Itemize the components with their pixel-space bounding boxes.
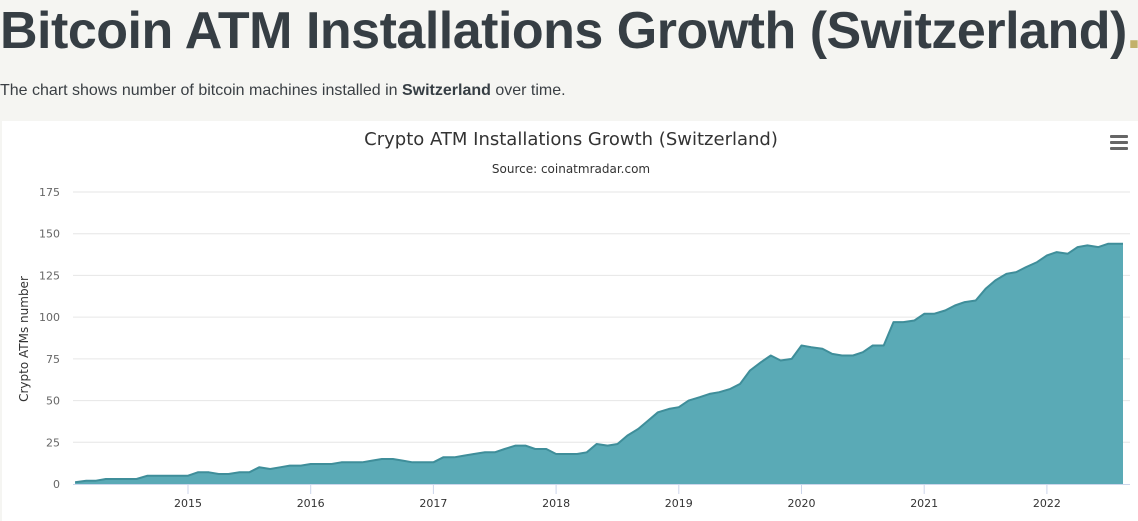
x-tick-label: 2019 [665,497,693,510]
chart-subtitle: Source: coinatmradar.com [492,162,650,176]
y-tick-label: 175 [39,186,60,199]
page-title: Bitcoin ATM Installations Growth (Switze… [0,0,1138,66]
x-tick-label: 2016 [297,497,325,510]
x-tick-label: 2017 [419,497,447,510]
chart-container: 0 25 50 75 100 125 150 175 2015 2016 2017 2018 2019 2… [2,121,1138,521]
description-country: Switzerland [401,82,491,99]
x-tick-label: 2018 [542,497,570,510]
hamburger-menu-icon-bar [1110,135,1128,138]
x-tick-label: 2022 [1033,497,1061,510]
page-description: The chart shows number of bitcoin machin… [0,82,566,100]
y-tick-label: 25 [46,436,60,449]
title-dot: . [1127,2,1138,60]
series-area [75,243,1124,484]
series-line [74,242,1123,484]
page-title-text: Bitcoin ATM Installations Growth (Switze… [0,2,1127,60]
area-layer [74,242,1124,484]
description-suffix: over time. [490,82,566,99]
axis-layer: 0 25 50 75 100 125 150 175 2015 2016 2017 2018 2019 2… [39,186,1130,510]
x-tick-label: 2020 [788,497,816,510]
hamburger-menu-icon-bar [1110,147,1128,150]
y-tick-label: 150 [39,228,60,241]
chart-svg: 0 25 50 75 100 125 150 175 2015 2016 2017 2018 2019 2… [17,129,1130,510]
x-tick-label: 2015 [174,497,202,510]
chart-menu-button[interactable] [1108,133,1130,153]
y-axis-title: Crypto ATMs number [17,276,31,402]
y-tick-label: 75 [46,353,60,366]
grid-layer [73,191,1130,443]
y-tick-label: 0 [53,478,60,491]
x-tick-label: 2021 [910,497,938,510]
y-tick-label: 100 [39,311,60,324]
chart-title: Crypto ATM Installations Growth (Switzer… [364,129,778,150]
description-prefix: The chart shows number of bitcoin machin… [0,82,402,99]
hamburger-menu-icon-bar [1110,141,1128,144]
y-tick-label: 50 [46,395,60,408]
y-tick-label: 125 [39,269,60,282]
